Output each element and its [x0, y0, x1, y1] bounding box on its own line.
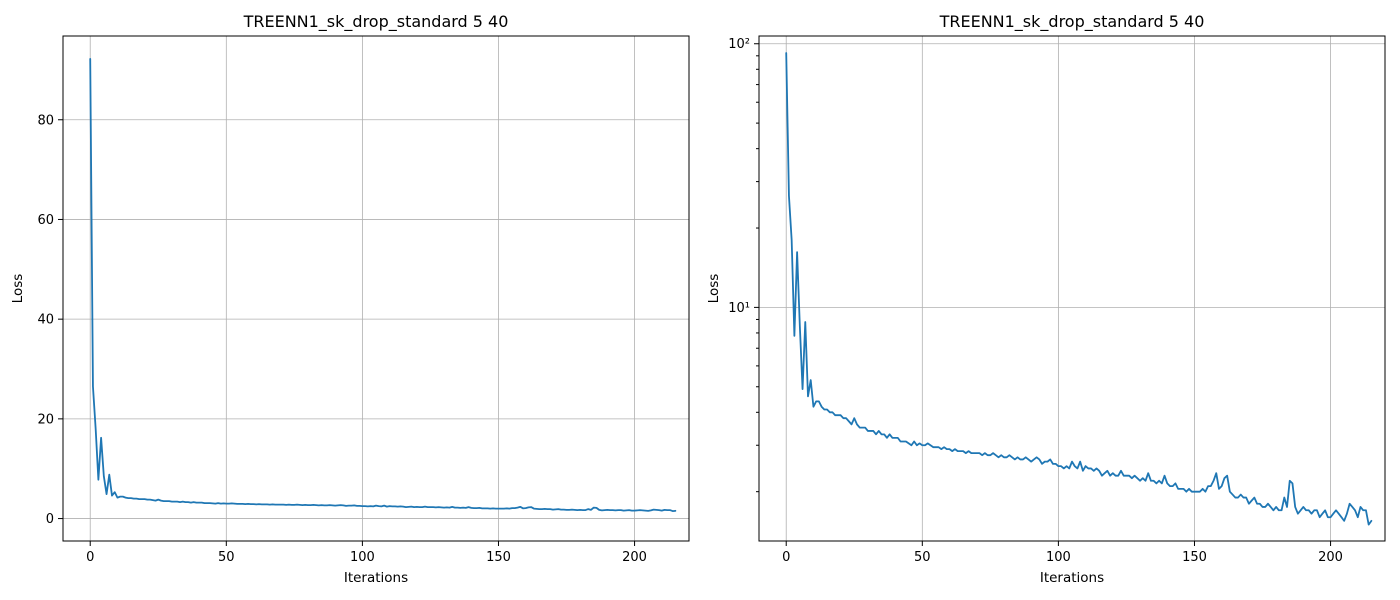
- left-chart-title: TREENN1_sk_drop_standard 5 40: [243, 12, 509, 32]
- left-chart-panel: 0 50 100 150 200 0 20 40 60 80 TREENN1_sk_drop_st…: [10, 12, 690, 586]
- left-chart-y-tick-label: 40: [37, 313, 54, 328]
- left-chart-y-tick-label: 0: [46, 512, 54, 527]
- left-chart-x-tick-label: 200: [622, 550, 647, 565]
- right-chart-x-axis-label: Iterations: [1040, 570, 1104, 586]
- left-chart-frame: [62, 35, 690, 542]
- right-chart-frame: [758, 35, 1386, 542]
- left-chart-y-axis-label: Loss: [10, 274, 26, 304]
- left-chart-x-tick-label: 50: [218, 550, 235, 565]
- right-chart-x-tick-label: 150: [1182, 550, 1207, 565]
- left-chart-x-tick-label: 0: [86, 550, 94, 565]
- right-chart-loss-line: [785, 52, 1373, 526]
- left-chart-grid: [63, 36, 689, 541]
- left-chart-y-tick-label: 60: [37, 213, 54, 228]
- right-chart-ticks: 0 50 100 150 200 10¹ 10²: [728, 37, 1343, 565]
- right-chart-y-tick-label: 10¹: [728, 301, 750, 316]
- left-chart-ticks: 0 50 100 150 200 0 20 40 60 80: [37, 113, 647, 565]
- right-chart-x-tick-label: 200: [1318, 550, 1343, 565]
- right-chart-y-tick-label: 10²: [728, 37, 750, 52]
- left-chart-x-tick-label: 150: [486, 550, 511, 565]
- right-chart-x-tick-label: 0: [782, 550, 790, 565]
- right-chart-x-tick-label: 50: [914, 550, 931, 565]
- left-chart-y-tick-label: 20: [37, 412, 54, 427]
- left-chart-loss-line: [89, 58, 677, 512]
- right-chart-title: TREENN1_sk_drop_standard 5 40: [939, 12, 1205, 32]
- left-chart-x-axis-label: Iterations: [344, 570, 408, 586]
- right-chart-grid: [759, 36, 1385, 541]
- right-chart-panel: 0 50 100 150 200 10¹ 10² TREENN1_sk_drop_stand…: [706, 12, 1386, 586]
- left-chart-y-tick-label: 80: [37, 113, 54, 128]
- left-chart-x-tick-label: 100: [350, 550, 375, 565]
- right-chart-x-tick-label: 100: [1046, 550, 1071, 565]
- right-chart-y-axis-label: Loss: [706, 274, 722, 304]
